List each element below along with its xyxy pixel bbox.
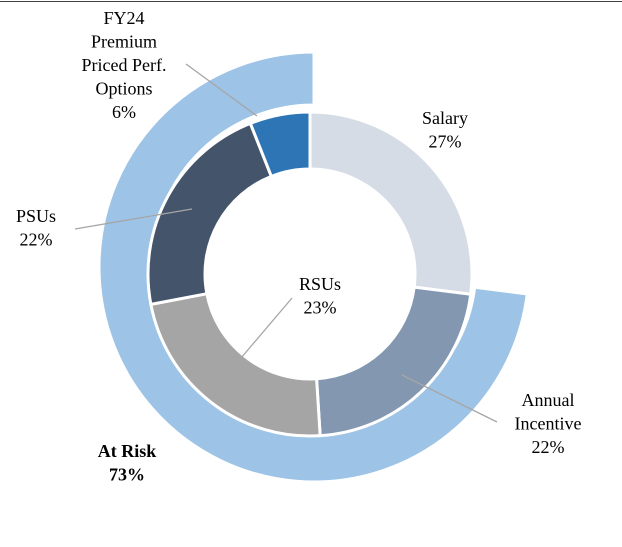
inner-slice-salary (308, 110, 474, 296)
data-label-rsus: RSUs 23% (299, 274, 341, 318)
leader-lines (74, 63, 498, 423)
inner-ring (146, 110, 474, 438)
data-labels: Salary 27% Annual Incentive 22% RSUs 23% PSUs 22… (16, 8, 582, 485)
data-label-psus: PSUs 22% (16, 206, 56, 250)
leader-line-psus (74, 208, 193, 230)
data-label-salary: Salary 27% (422, 108, 468, 152)
inner-slice-annual-incentive (314, 285, 473, 438)
inner-slice-psus (146, 121, 274, 307)
data-label-at-risk: At Risk 73% (98, 441, 157, 485)
data-label-fy24-options: FY24 Premium Priced Perf. Options 6% (82, 8, 167, 122)
leader-line-annual-incentive (401, 374, 498, 423)
inner-slice-fy24-options (248, 110, 312, 179)
leader-line-fy24-options (185, 63, 258, 117)
data-label-annual-incentive: Annual Incentive 22% (515, 390, 582, 457)
leader-line-rsus (240, 297, 293, 359)
inner-slice-rsus (149, 291, 322, 438)
